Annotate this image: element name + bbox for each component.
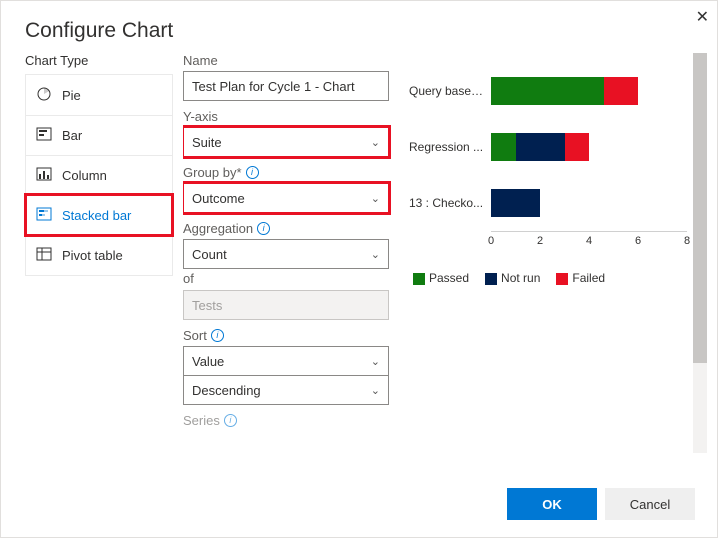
sort-label: Sort i	[183, 328, 389, 343]
info-icon[interactable]: i	[211, 329, 224, 342]
of-select: Tests	[183, 290, 389, 320]
chart-type-list: Pie Bar Column Stacked bar Pivot table	[25, 74, 173, 276]
dialog-title: Configure Chart	[1, 1, 717, 53]
chart-bar	[491, 77, 687, 105]
chart-row: Regression ...	[409, 119, 687, 175]
chevron-down-icon: ⌄	[371, 355, 380, 368]
chart-type-label: Column	[62, 168, 107, 183]
scrollbar-track[interactable]	[693, 53, 707, 453]
stacked-bar-icon	[36, 206, 52, 225]
chart-bars: Query based... Regression ... 13 : Checko.…	[409, 63, 687, 231]
sort-label-text: Sort	[183, 328, 207, 343]
sort-dir-value: Descending	[192, 383, 261, 398]
yaxis-value: Suite	[192, 135, 222, 150]
column-icon	[36, 166, 52, 185]
chart-type-label: Bar	[62, 128, 82, 143]
chart-type-bar[interactable]: Bar	[26, 115, 172, 155]
bar-icon	[36, 126, 52, 145]
chart-type-column[interactable]: Column	[26, 155, 172, 195]
of-label: of	[183, 271, 389, 286]
yaxis-label: Y-axis	[183, 109, 389, 124]
axis-tick: 0	[488, 235, 494, 247]
chevron-down-icon: ⌄	[371, 192, 380, 205]
chart-row: 13 : Checko...	[409, 175, 687, 231]
sort-dir-select[interactable]: Descending ⌄	[183, 375, 389, 405]
scrollbar-thumb[interactable]	[693, 53, 707, 363]
chart-row-label: 13 : Checko...	[409, 196, 491, 210]
name-value: Test Plan for Cycle 1 - Chart	[192, 79, 355, 94]
legend-swatch	[413, 273, 425, 285]
aggregation-label-text: Aggregation	[183, 221, 253, 236]
chevron-down-icon: ⌄	[371, 136, 380, 149]
chart-legend: Passed Not run Failed	[413, 271, 687, 285]
chart-type-label: Pie	[62, 88, 81, 103]
legend-item: Not run	[485, 271, 540, 285]
groupby-label-text: Group by*	[183, 165, 242, 180]
pivot-table-icon	[36, 246, 52, 265]
aggregation-label: Aggregation i	[183, 221, 389, 236]
of-value: Tests	[192, 298, 222, 313]
chart-bar	[491, 189, 687, 217]
info-icon[interactable]: i	[246, 166, 259, 179]
legend-swatch	[485, 273, 497, 285]
sort-value-select[interactable]: Value ⌄	[183, 346, 389, 376]
legend-item: Failed	[556, 271, 605, 285]
bar-segment-failed	[565, 133, 590, 161]
chart-type-stacked-bar[interactable]: Stacked bar	[26, 195, 172, 235]
legend-swatch	[556, 273, 568, 285]
groupby-label: Group by* i	[183, 165, 389, 180]
name-label: Name	[183, 53, 389, 68]
chart-axis: 0 2 4 6 8	[491, 231, 687, 251]
bar-segment-notrun	[516, 133, 565, 161]
chart-row: Query based...	[409, 63, 687, 119]
bar-segment-passed	[491, 77, 604, 105]
bar-segment-notrun	[491, 189, 540, 217]
chart-row-label: Query based...	[409, 84, 491, 98]
sort-value: Value	[192, 354, 224, 369]
chart-type-pie[interactable]: Pie	[26, 75, 172, 115]
dialog-content: Chart Type Pie Bar Column Stacked bar Pivot …	[1, 53, 717, 453]
aggregation-value: Count	[192, 247, 227, 262]
chart-row-label: Regression ...	[409, 140, 491, 154]
axis-tick: 8	[684, 235, 690, 247]
chart-type-pivot-table[interactable]: Pivot table	[26, 235, 172, 275]
yaxis-select[interactable]: Suite ⌄	[183, 127, 389, 157]
axis-tick: 4	[586, 235, 592, 247]
bar-segment-passed	[491, 133, 516, 161]
cancel-button[interactable]: Cancel	[605, 488, 695, 520]
chart-preview: Query based... Regression ... 13 : Checko.…	[403, 53, 707, 453]
pie-icon	[36, 86, 52, 105]
aggregation-select[interactable]: Count ⌄	[183, 239, 389, 269]
legend-item: Passed	[413, 271, 469, 285]
chevron-down-icon: ⌄	[371, 248, 380, 261]
config-form: Name Test Plan for Cycle 1 - Chart Y-axi…	[183, 53, 403, 453]
chart-type-heading: Chart Type	[25, 53, 173, 68]
close-icon[interactable]: ✕	[696, 7, 709, 27]
axis-tick: 6	[635, 235, 641, 247]
chevron-down-icon: ⌄	[371, 384, 380, 397]
groupby-select[interactable]: Outcome ⌄	[183, 183, 389, 213]
info-icon[interactable]: i	[257, 222, 270, 235]
bar-segment-failed	[604, 77, 638, 105]
name-input[interactable]: Test Plan for Cycle 1 - Chart	[183, 71, 389, 101]
series-label: Series i	[183, 413, 389, 428]
groupby-value: Outcome	[192, 191, 245, 206]
ok-button[interactable]: OK	[507, 488, 597, 520]
axis-tick: 2	[537, 235, 543, 247]
chart-type-label: Stacked bar	[62, 208, 131, 223]
dialog-footer: OK Cancel	[1, 471, 717, 537]
series-label-text: Series	[183, 413, 220, 428]
chart-type-label: Pivot table	[62, 248, 123, 263]
chart-type-panel: Chart Type Pie Bar Column Stacked bar Pivot …	[25, 53, 183, 453]
info-icon[interactable]: i	[224, 414, 237, 427]
chart-bar	[491, 133, 687, 161]
